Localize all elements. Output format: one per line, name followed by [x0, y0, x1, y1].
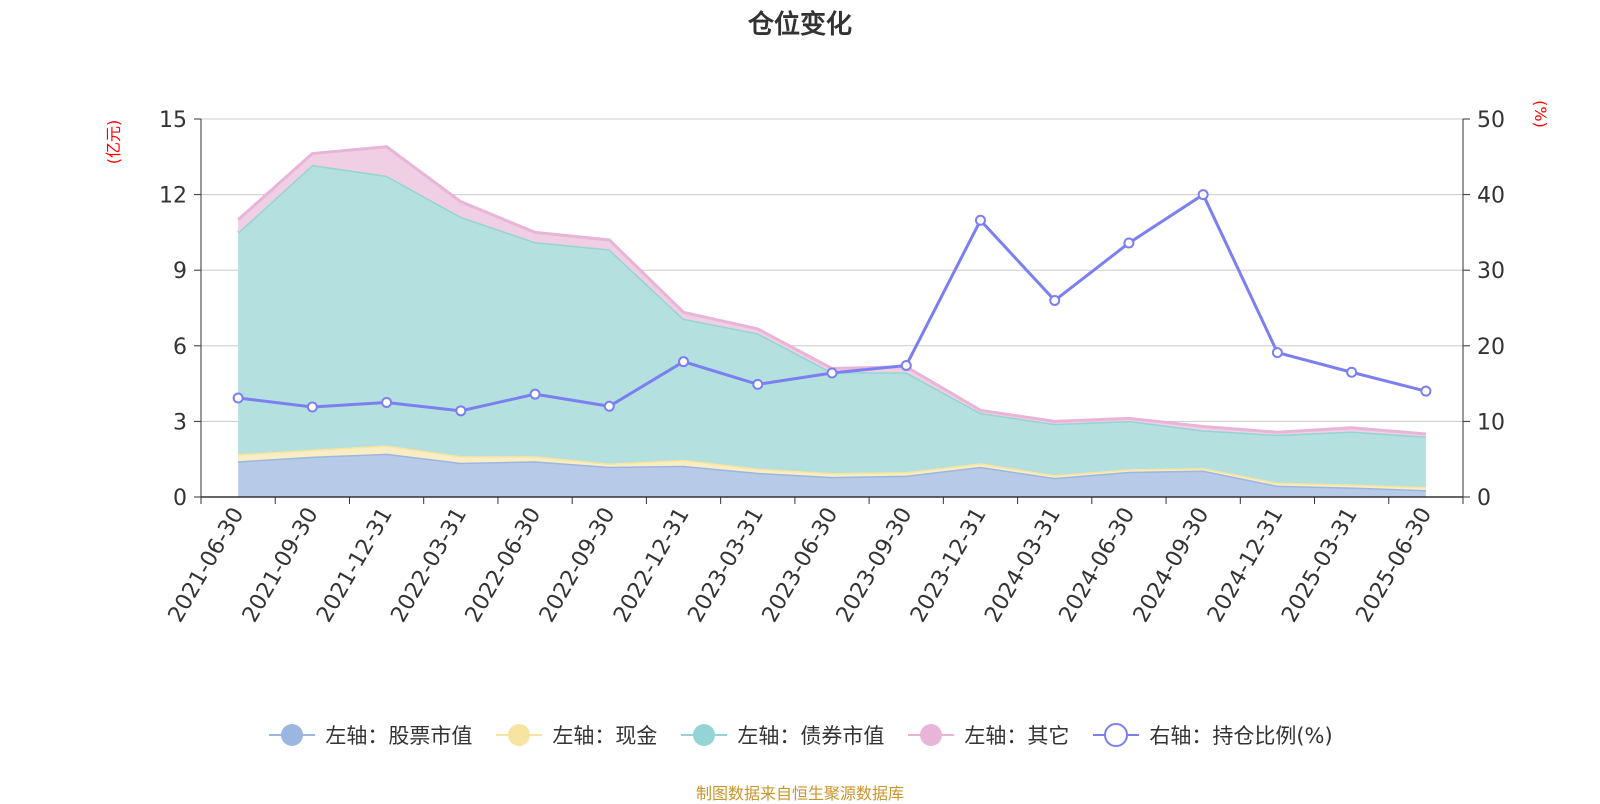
x-axis-tick-label: 2022-12-31 — [609, 504, 695, 627]
legend-item-stock[interactable]: 左轴：股票市值 — [267, 720, 472, 750]
area-stock — [238, 453, 1426, 497]
left-axis-tick-label: 15 — [159, 108, 187, 133]
legend-marker-cash — [496, 724, 543, 746]
legend-item-other[interactable]: 左轴：其它 — [906, 720, 1069, 750]
ratio-point — [826, 367, 838, 379]
ratio-point — [1049, 294, 1061, 306]
legend-label-other: 左轴：其它 — [964, 724, 1070, 748]
x-axis-tick-label: 2024-06-30 — [1055, 504, 1141, 627]
x-axis-tick-label: 2024-12-31 — [1203, 504, 1289, 627]
ratio-point — [1123, 237, 1135, 249]
area-bond — [238, 164, 1426, 487]
right-axis-tick-label: 0 — [1477, 486, 1491, 511]
left-axis-tick-label: 6 — [173, 335, 187, 360]
legend-label-stock: 左轴：股票市值 — [325, 724, 473, 748]
x-axis-tick-label: 2023-12-31 — [906, 504, 992, 627]
legend-item-bond[interactable]: 左轴：债券市值 — [679, 720, 884, 750]
ratio-point — [752, 378, 764, 390]
ratio-point — [1346, 366, 1358, 378]
right-axis-tick-label: 20 — [1477, 335, 1505, 360]
ratio-point — [900, 359, 912, 371]
x-axis-tick-label: 2023-06-30 — [758, 504, 844, 627]
ratio-point — [1197, 189, 1209, 201]
chart-title: 仓位变化 — [747, 10, 852, 40]
ratio-point — [974, 214, 986, 226]
legend-marker-ratio — [1093, 723, 1140, 747]
left-axis-tick-label: 3 — [173, 410, 187, 435]
x-axis-tick-label: 2021-06-30 — [164, 504, 250, 627]
x-axis-tick-label: 2022-06-30 — [461, 504, 547, 627]
x-axis-tick-label: 2021-12-31 — [312, 504, 398, 627]
legend-item-ratio[interactable]: 右轴：持仓比例(%) — [1091, 720, 1333, 750]
legend-marker-bond — [681, 724, 728, 746]
right-axis-tick-label: 50 — [1477, 108, 1505, 133]
legend-label-ratio: 右轴：持仓比例(%) — [1149, 724, 1333, 748]
ratio-point — [381, 397, 393, 408]
x-axis-tick-label: 2023-03-31 — [683, 504, 769, 627]
right-axis-tick-label: 40 — [1477, 184, 1505, 209]
source-note: 制图数据来自恒生聚源数据库 — [695, 784, 904, 803]
legend-item-cash[interactable]: 左轴：现金 — [494, 720, 657, 750]
right-axis-unit: (%) — [1531, 100, 1550, 128]
x-axis-tick-label: 2024-03-31 — [980, 504, 1066, 627]
x-axis-tick-label: 2022-03-31 — [386, 503, 472, 626]
ratio-point — [529, 388, 541, 400]
left-axis-unit: (亿元) — [104, 120, 123, 165]
x-axis-tick-label: 2022-09-30 — [535, 504, 621, 627]
x-axis-tick-label: 2025-03-31 — [1277, 504, 1363, 627]
x-axis-tick-label: 2021-09-30 — [238, 504, 324, 627]
right-axis-tick-label: 10 — [1477, 410, 1505, 435]
legend-marker-other — [908, 724, 955, 746]
ratio-point — [1271, 347, 1283, 359]
ratio-point — [455, 405, 467, 417]
x-axis-tick-label: 2023-09-30 — [832, 504, 918, 627]
legend-marker-stock — [269, 724, 316, 746]
ratio-point — [1420, 385, 1432, 397]
right-axis-tick-label: 30 — [1477, 259, 1505, 284]
left-axis-tick-label: 0 — [173, 486, 187, 511]
ratio-point — [678, 356, 690, 368]
left-axis-tick-label: 9 — [173, 259, 187, 284]
legend-label-bond: 左轴：债券市值 — [737, 724, 885, 748]
left-axis-tick-label: 12 — [159, 184, 187, 209]
ratio-point — [306, 401, 318, 413]
x-axis-tick-label: 2025-06-30 — [1351, 504, 1437, 627]
ratio-point — [603, 400, 615, 412]
legend-label-cash: 左轴：现金 — [552, 724, 658, 748]
ratio-point — [232, 392, 244, 404]
chart-legend: 左轴：股票市值 左轴：现金 左轴：债券市值 左轴：其它 右轴：持仓比例(%) — [0, 720, 1600, 750]
x-axis-tick-label: 2024-09-30 — [1129, 504, 1215, 627]
